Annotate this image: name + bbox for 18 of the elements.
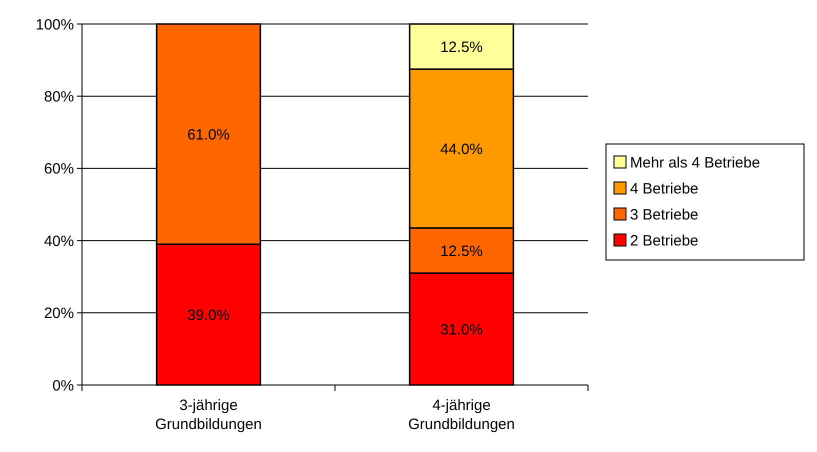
data-label: 12.5% [440, 38, 483, 56]
data-label: 61.0% [187, 126, 230, 144]
data-label: 31.0% [440, 321, 483, 338]
y-tick-label: 20% [44, 305, 74, 322]
y-tick-label: 0% [52, 377, 74, 394]
legend-label: 3 Betriebe [630, 206, 698, 224]
y-tick-label: 100% [36, 16, 74, 34]
y-tick-label: 40% [44, 232, 74, 250]
data-label: 39.0% [187, 306, 230, 324]
legend-label: 4 Betriebe [630, 180, 698, 198]
x-tick-label: 4-jährige Grundbildungen [408, 397, 515, 433]
legend-label: 2 Betriebe [630, 232, 698, 250]
legend-label: Mehr als 4 Betriebe [630, 154, 760, 172]
data-label: 12.5% [440, 242, 483, 260]
x-tick-label: 3-jährige Grundbildungen [155, 397, 262, 433]
y-tick-label: 60% [44, 160, 74, 178]
data-label: 44.0% [440, 140, 483, 158]
y-tick-label: 80% [44, 88, 74, 106]
